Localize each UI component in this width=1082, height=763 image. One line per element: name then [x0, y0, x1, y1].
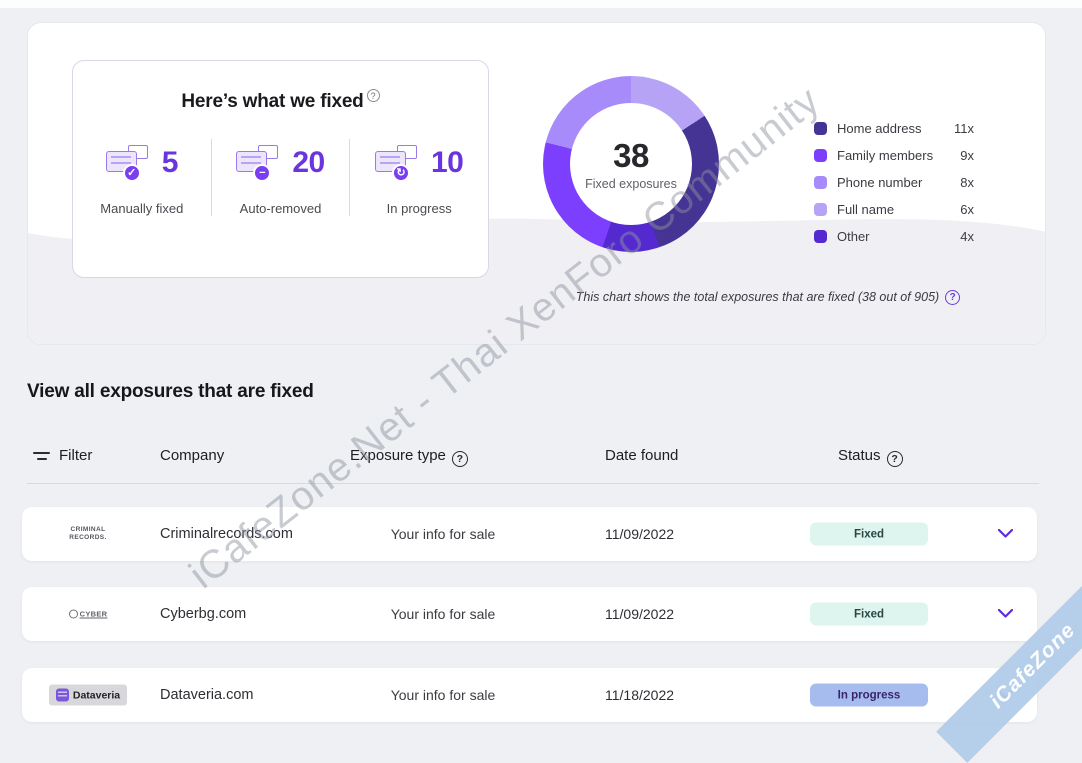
date-found: 11/09/2022: [605, 606, 675, 622]
legend-item-family-members: Family members 9x: [814, 142, 974, 169]
stat-label: Auto-removed: [239, 201, 322, 216]
stat-value: 5: [161, 146, 179, 179]
legend-label: Phone number: [837, 175, 923, 190]
chevron-down-icon[interactable]: [997, 525, 1014, 543]
fixed-exposures-donut-chart: 38 Fixed exposures: [543, 76, 719, 252]
company-logo: CYBER: [52, 609, 124, 619]
chart-note-text: This chart shows the total exposures tha…: [575, 290, 940, 304]
column-header-date-found: Date found: [605, 447, 679, 464]
date-found: 11/09/2022: [605, 526, 675, 542]
donut-center-label: Fixed exposures: [585, 177, 677, 191]
legend-label: Full name: [837, 202, 895, 217]
legend-count: 8x: [960, 175, 974, 190]
overview-panel: Here’s what we fixed? ✓ 5 Manually fixed…: [27, 22, 1046, 345]
exposure-row-criminalrecords[interactable]: CRIMINAL RECORDS. Criminalrecords.com Yo…: [22, 507, 1037, 561]
top-strip: [0, 0, 1082, 8]
column-header-company: Company: [160, 447, 225, 464]
filter-button[interactable]: Filter: [33, 447, 92, 464]
table-header: Filter Company Exposure type? Date found…: [0, 447, 1082, 469]
chart-note: This chart shows the total exposures tha…: [498, 290, 1038, 306]
help-icon[interactable]: ?: [945, 290, 961, 306]
legend-item-phone-number: Phone number 8x: [814, 169, 974, 196]
document-minus-icon: −: [236, 145, 280, 182]
exposure-type: Your info for sale: [390, 526, 496, 542]
legend-swatch: [814, 203, 827, 216]
chevron-down-icon[interactable]: [997, 605, 1014, 623]
legend-label: Home address: [837, 121, 922, 136]
column-header-exposure-type: Exposure type?: [350, 447, 468, 467]
filter-label: Filter: [59, 447, 93, 464]
legend-swatch: [814, 230, 827, 243]
company-name: Criminalrecords.com: [160, 526, 293, 542]
stat-label: In progress: [386, 201, 452, 216]
status-badge: In progress: [810, 683, 928, 707]
exposure-row-dataveria[interactable]: Dataveria Dataveria.com Your info for sa…: [22, 668, 1037, 722]
exposure-row-cyberbg[interactable]: CYBER Cyberbg.com Your info for sale 11/…: [22, 587, 1037, 641]
chevron-down-icon[interactable]: [997, 686, 1014, 704]
legend-count: 11x: [954, 121, 974, 136]
donut-center-value: 38: [613, 137, 649, 174]
fixed-stats: ✓ 5 Manually fixed − 20 Auto-removed: [73, 139, 488, 216]
company-name: Cyberbg.com: [160, 606, 247, 622]
header-divider: [27, 483, 1039, 484]
legend-swatch: [814, 122, 827, 135]
exposure-type: Your info for sale: [390, 606, 496, 622]
stat-label: Manually fixed: [100, 201, 184, 216]
help-icon[interactable]: ?: [886, 451, 903, 467]
filter-icon: [33, 451, 50, 460]
document-check-icon: ✓: [105, 145, 150, 182]
legend-item-other: Other 4x: [814, 223, 974, 250]
stat-manually-fixed: ✓ 5 Manually fixed: [73, 139, 211, 216]
column-header-status: Status?: [838, 447, 903, 467]
company-logo: CRIMINAL RECORDS.: [69, 526, 107, 541]
status-badge: Fixed: [810, 602, 928, 626]
legend-count: 9x: [960, 148, 974, 163]
stat-value: 10: [430, 146, 464, 179]
fixed-summary-card: Here’s what we fixed? ✓ 5 Manually fixed…: [72, 60, 489, 278]
help-icon[interactable]: ?: [366, 89, 380, 102]
document-refresh-icon: ↻: [374, 145, 419, 182]
cyber-logo-icon: [68, 609, 78, 619]
fixed-card-title: Here’s what we fixed: [181, 91, 364, 112]
legend-swatch: [814, 149, 827, 162]
stat-value: 20: [292, 146, 325, 179]
legend-item-full-name: Full name 6x: [814, 196, 974, 223]
stat-in-progress: ↻ 10 In progress: [349, 139, 488, 216]
dataveria-logo-icon: [55, 688, 69, 702]
company-name: Dataveria.com: [160, 687, 254, 703]
exposure-type: Your info for sale: [390, 687, 496, 703]
status-badge: Fixed: [810, 522, 928, 546]
legend-swatch: [814, 176, 827, 189]
stat-auto-removed: − 20 Auto-removed: [210, 139, 350, 216]
help-icon[interactable]: ?: [451, 451, 468, 467]
legend-label: Other: [837, 229, 870, 244]
legend-item-home-address: Home address 11x: [814, 115, 974, 142]
company-logo: Dataveria: [48, 684, 128, 706]
legend-count: 6x: [960, 202, 974, 217]
section-heading: View all exposures that are fixed: [27, 381, 314, 402]
donut-center: 38 Fixed exposures: [570, 103, 692, 225]
legend-label: Family members: [837, 148, 934, 163]
date-found: 11/18/2022: [605, 687, 675, 703]
legend-count: 4x: [960, 229, 974, 244]
chart-legend: Home address 11x Family members 9x Phone…: [814, 115, 974, 250]
